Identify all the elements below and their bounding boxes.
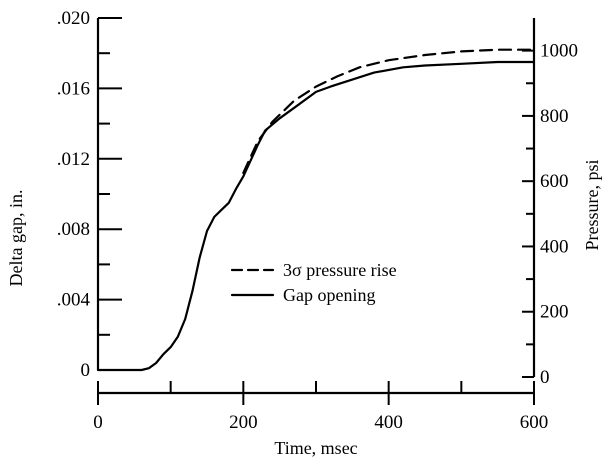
right-y-tick-label: 800 bbox=[540, 106, 569, 127]
series-gap-opening-line bbox=[96, 60, 536, 372]
x-tick-label: 400 bbox=[374, 412, 403, 433]
left-y-tick-label: 0 bbox=[81, 360, 91, 381]
left-y-tick-label: .004 bbox=[57, 290, 91, 311]
legend-label-pressure: 3σ pressure rise bbox=[283, 260, 397, 280]
x-tick-label: 600 bbox=[520, 412, 549, 433]
series-layer bbox=[96, 48, 536, 372]
x-tick-label: 0 bbox=[93, 412, 103, 433]
x-axis-ticks: 0 200 400 600 bbox=[93, 381, 548, 433]
right-y-axis-title: Pressure, psi bbox=[582, 160, 602, 251]
legend: 3σ pressure rise Gap opening bbox=[230, 260, 397, 305]
right-y-tick-label: 1000 bbox=[540, 41, 578, 62]
x-axis-title: Time, msec bbox=[274, 438, 357, 458]
series-pressure-rise-line bbox=[242, 48, 536, 174]
left-y-axis-title: Delta gap, in. bbox=[6, 190, 26, 287]
plot-frame bbox=[96, 18, 536, 395]
x-tick-label: 200 bbox=[229, 412, 258, 433]
right-y-tick-label: 200 bbox=[540, 302, 569, 323]
right-y-tick-label: 600 bbox=[540, 171, 569, 192]
left-y-tick-label: .012 bbox=[57, 149, 90, 170]
right-y-tick-label: 400 bbox=[540, 236, 569, 257]
right-y-ticks: 0 200 400 600 800 1000 bbox=[522, 41, 578, 388]
left-y-tick-label: .020 bbox=[57, 8, 90, 29]
legend-label-gap: Gap opening bbox=[283, 285, 375, 305]
left-y-ticks: 0 .004 .008 .012 .016 .020 bbox=[57, 8, 122, 381]
left-y-tick-label: .008 bbox=[57, 219, 90, 240]
right-y-tick-label: 0 bbox=[540, 367, 550, 388]
left-y-tick-label: .016 bbox=[57, 78, 90, 99]
